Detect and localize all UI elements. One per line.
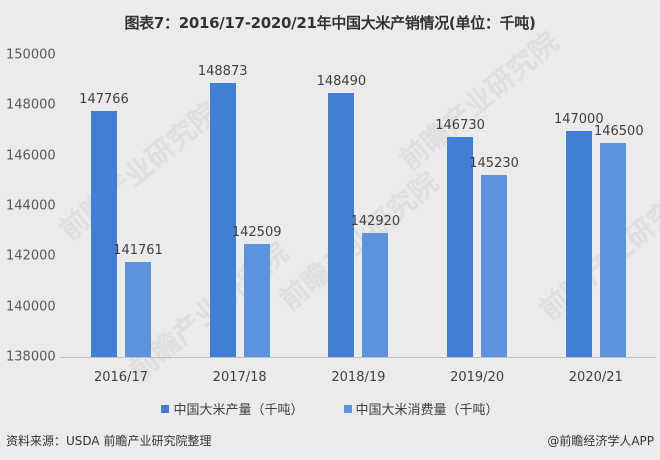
- x-tick-label: 2020/21: [568, 370, 623, 385]
- data-label-consumption: 145230: [469, 156, 519, 172]
- chart-title: 图表7：2016/17-2020/21年中国大米产销情况(单位：千吨): [124, 14, 536, 32]
- bar-production: [209, 83, 236, 357]
- legend-swatch-production: [161, 404, 170, 413]
- data-label-production: 148490: [316, 74, 367, 89]
- legend-label-consumption: 中国大米消费量（千吨）: [355, 403, 499, 418]
- watermark-text: 前瞻产业研究院: [533, 175, 660, 327]
- bar-production: [565, 130, 592, 357]
- credit-note: @前瞻经济学人APP: [547, 434, 654, 448]
- bar-production: [328, 93, 355, 357]
- bar-production: [91, 111, 117, 357]
- bar-consumption: [125, 262, 151, 357]
- watermark-text: 前瞻产业研究院: [273, 165, 445, 317]
- bar-consumption: [481, 175, 508, 357]
- legend: 中国大米产量（千吨） 中国大米消费量（千吨）: [0, 399, 660, 418]
- bar-consumption: [599, 143, 626, 357]
- data-label-consumption: 142920: [350, 214, 401, 230]
- y-tick-label: 146000: [6, 148, 56, 164]
- y-tick-label: 138000: [6, 349, 56, 365]
- y-tick-label: 148000: [6, 97, 56, 113]
- x-tick-label: 2016/17: [93, 370, 148, 385]
- data-label-consumption: 141761: [113, 243, 163, 259]
- data-label-consumption: 146500: [593, 124, 644, 140]
- legend-label-production: 中国大米产量（千吨）: [173, 403, 304, 418]
- x-tick-label: 2017/18: [212, 370, 267, 385]
- y-tick-label: 144000: [6, 198, 56, 214]
- data-label-production: 147766: [79, 92, 129, 108]
- data-label-production: 148873: [197, 64, 248, 80]
- bar-consumption: [243, 243, 270, 357]
- data-label-production: 146730: [435, 118, 485, 134]
- legend-item-production: 中国大米产量（千吨）: [161, 399, 304, 418]
- data-label-production: 147000: [553, 111, 604, 127]
- y-tick-label: 150000: [6, 47, 56, 63]
- legend-swatch-consumption: [343, 404, 352, 413]
- watermark-text: 前瞻产业研究院: [393, 25, 565, 177]
- bar-production: [447, 137, 474, 357]
- bar-consumption: [362, 233, 389, 357]
- source-note: 资料来源：USDA 前瞻产业研究院整理: [6, 434, 212, 448]
- y-tick-label: 142000: [6, 248, 56, 264]
- data-label-consumption: 142509: [231, 224, 282, 240]
- y-tick-label: 140000: [6, 299, 56, 315]
- x-tick-label: 2019/20: [450, 370, 505, 385]
- legend-item-consumption: 中国大米消费量（千吨）: [343, 399, 499, 418]
- x-tick-label: 2018/19: [331, 370, 386, 385]
- watermark-text: 前瞻产业研究院: [53, 95, 225, 247]
- x-axis-line: [60, 357, 656, 358]
